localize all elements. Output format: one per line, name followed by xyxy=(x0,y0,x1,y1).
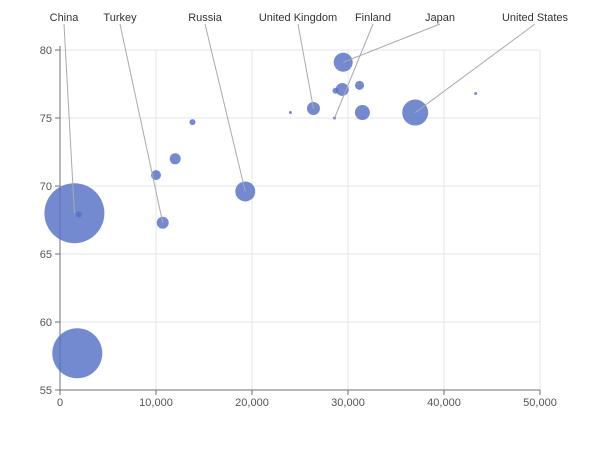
grid-lines xyxy=(60,49,541,390)
country-label: Russia xyxy=(188,12,223,24)
bubble[interactable] xyxy=(169,153,181,165)
country-label: Turkey xyxy=(103,12,137,24)
y-tick-label: 60 xyxy=(40,317,52,329)
label-leader-line xyxy=(343,23,441,63)
label-leader-line xyxy=(334,23,374,119)
y-tick-label: 65 xyxy=(40,249,52,261)
bubble[interactable] xyxy=(474,92,478,96)
y-tick-label: 70 xyxy=(40,181,52,193)
bubble[interactable] xyxy=(189,119,196,126)
bubble[interactable] xyxy=(354,105,370,121)
bubble[interactable] xyxy=(75,211,82,218)
bubble[interactable] xyxy=(333,52,353,72)
label-leader-line xyxy=(414,23,536,113)
x-tick-label: 30,000 xyxy=(331,397,365,409)
country-label: China xyxy=(50,12,80,24)
y-tick-label: 80 xyxy=(40,45,52,57)
bubble[interactable] xyxy=(335,82,349,96)
country-label: United Kingdom xyxy=(259,12,337,24)
country-label: Finland xyxy=(355,12,391,24)
bubble[interactable] xyxy=(52,328,103,379)
x-tick-label: 20,000 xyxy=(235,397,269,409)
y-tick-label: 75 xyxy=(40,113,52,125)
label-leader-line xyxy=(63,23,75,214)
label-leader-line xyxy=(204,23,246,192)
bubbles xyxy=(44,52,478,379)
x-tick-label: 10,000 xyxy=(139,397,173,409)
country-label: United States xyxy=(502,12,569,24)
x-tick-label: 40,000 xyxy=(427,397,461,409)
country-labels: China Turkey Russia United Kingdom Finland Ja… xyxy=(50,12,569,223)
axes: 0 10,000 20,000 30,000 40,000 50,000 55 60 65 70 7… xyxy=(40,45,557,409)
bubble[interactable] xyxy=(355,80,365,90)
x-tick-label: 50,000 xyxy=(523,397,557,409)
country-label: Japan xyxy=(425,12,455,24)
y-tick-label: 55 xyxy=(40,385,52,397)
label-leader-line xyxy=(297,23,314,109)
bubble[interactable] xyxy=(288,111,292,115)
label-leader-line xyxy=(119,23,164,223)
x-tick-label: 0 xyxy=(57,397,63,409)
